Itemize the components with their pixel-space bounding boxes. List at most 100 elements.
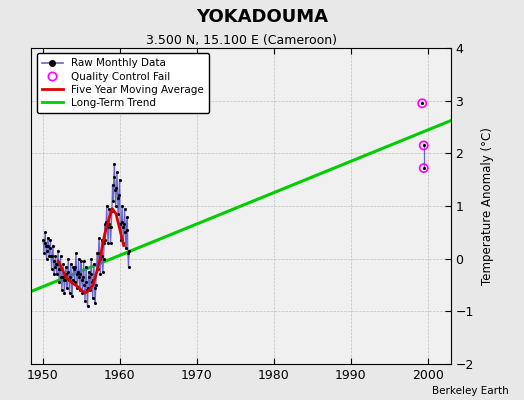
Point: [44, 242, 52, 249]
Text: Berkeley Earth: Berkeley Earth: [432, 386, 508, 396]
Point: [57, 253, 65, 259]
Point: [122, 245, 130, 251]
Point: [69, 263, 78, 270]
Point: [75, 274, 83, 280]
Point: [120, 221, 128, 228]
Point: [54, 266, 63, 272]
Point: [59, 261, 67, 267]
Point: [111, 187, 119, 194]
Point: [72, 250, 80, 257]
Point: [109, 198, 117, 204]
Point: [97, 253, 105, 259]
Point: [63, 284, 71, 291]
Point: [89, 295, 97, 301]
Point: [58, 274, 67, 280]
Point: [64, 276, 73, 283]
Point: [87, 256, 95, 262]
Point: [60, 276, 68, 283]
Point: [94, 250, 103, 257]
Point: [73, 284, 81, 291]
Point: [103, 203, 111, 209]
Point: [42, 256, 51, 262]
Point: [46, 245, 54, 251]
Point: [119, 240, 128, 246]
Point: [81, 279, 90, 286]
Point: [45, 253, 53, 259]
Point: [46, 237, 54, 244]
Point: [104, 221, 113, 228]
Point: [77, 258, 85, 264]
Point: [101, 237, 110, 244]
Point: [49, 258, 58, 264]
Point: [83, 303, 92, 309]
Point: [80, 258, 88, 264]
Point: [70, 266, 78, 272]
Point: [41, 242, 50, 249]
Point: [67, 279, 75, 286]
Point: [61, 263, 70, 270]
Point: [92, 266, 101, 272]
Point: [112, 203, 120, 209]
Point: [80, 282, 89, 288]
Point: [69, 276, 77, 283]
Point: [75, 287, 84, 294]
Text: YOKADOUMA: YOKADOUMA: [196, 8, 328, 26]
Point: [98, 253, 106, 259]
Point: [71, 263, 80, 270]
Point: [77, 271, 85, 278]
Point: [420, 165, 428, 171]
Point: [81, 298, 89, 304]
Point: [66, 290, 74, 296]
Point: [123, 213, 132, 220]
Point: [82, 263, 91, 270]
Point: [420, 165, 428, 171]
Point: [40, 250, 48, 257]
Point: [41, 229, 49, 236]
Point: [64, 256, 72, 262]
Point: [88, 279, 96, 286]
Point: [55, 279, 63, 286]
Point: [43, 234, 52, 241]
Point: [94, 266, 102, 272]
Point: [106, 240, 115, 246]
Point: [47, 266, 56, 272]
Point: [56, 266, 64, 272]
Point: [103, 224, 112, 230]
Point: [117, 218, 126, 225]
Point: [108, 182, 117, 188]
Y-axis label: Temperature Anomaly (°C): Temperature Anomaly (°C): [481, 127, 494, 285]
Point: [116, 221, 124, 228]
Point: [100, 256, 108, 262]
Point: [74, 256, 83, 262]
Point: [85, 274, 94, 280]
Point: [418, 100, 427, 106]
Point: [92, 282, 100, 288]
Point: [47, 253, 55, 259]
Point: [121, 229, 129, 236]
Point: [78, 290, 86, 296]
Point: [72, 271, 81, 278]
Point: [91, 284, 99, 291]
Point: [40, 240, 49, 246]
Point: [112, 184, 121, 191]
Point: [83, 287, 91, 294]
Point: [70, 279, 79, 286]
Point: [54, 248, 62, 254]
Point: [97, 237, 106, 244]
Point: [62, 271, 71, 278]
Point: [118, 224, 127, 230]
Point: [48, 253, 57, 259]
Point: [63, 269, 72, 275]
Point: [91, 300, 100, 307]
Point: [107, 224, 115, 230]
Point: [53, 261, 61, 267]
Point: [61, 276, 69, 283]
Point: [39, 237, 48, 244]
Point: [79, 274, 87, 280]
Point: [104, 240, 112, 246]
Point: [95, 256, 104, 262]
Point: [68, 292, 77, 299]
Point: [51, 253, 60, 259]
Point: [115, 176, 124, 183]
Point: [86, 287, 94, 294]
